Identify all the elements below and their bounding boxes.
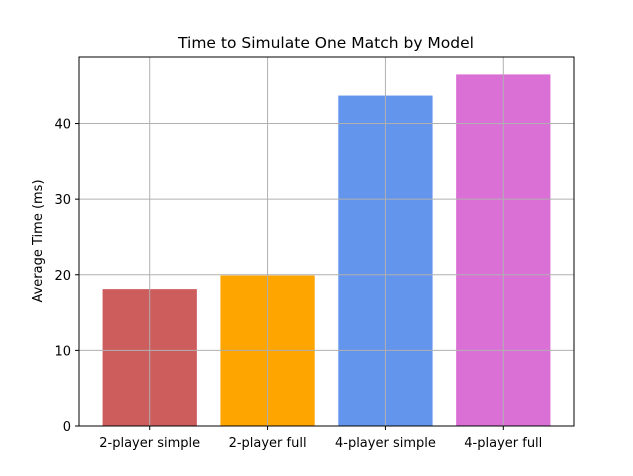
- axes-frame: [78, 56, 575, 427]
- plot-area: 2-player simple 2-player full 4-player sim…: [54, 56, 575, 451]
- y-tick-label-1: 0: [63, 420, 71, 435]
- x-tick-label-1: 2-player simple: [99, 436, 200, 451]
- x-tick-label-2: 2-player full: [229, 436, 307, 451]
- y-axis-label: Average Time (ms): [31, 179, 46, 302]
- y-tick-label-3: 20: [54, 269, 71, 284]
- y-tick-label-5: 40: [54, 118, 71, 133]
- x-tick-label-3: 4-player simple: [335, 436, 436, 451]
- y-tick-label-4: 30: [54, 193, 71, 208]
- chart-title: Time to Simulate One Match by Model: [177, 34, 474, 52]
- y-tick-label-2: 10: [54, 344, 71, 359]
- x-tick-label-4: 4-player full: [464, 436, 542, 451]
